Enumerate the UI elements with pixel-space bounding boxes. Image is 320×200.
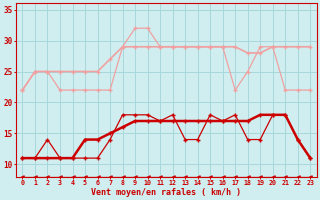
- X-axis label: Vent moyen/en rafales ( km/h ): Vent moyen/en rafales ( km/h ): [92, 188, 241, 197]
